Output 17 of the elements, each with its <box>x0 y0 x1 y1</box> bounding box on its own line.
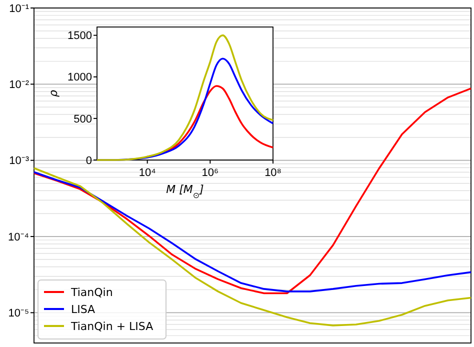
y-tick-label: 1500 <box>68 30 92 42</box>
x-tick-label: 10⁸ <box>264 167 282 179</box>
y-tick-label: 1000 <box>68 72 92 84</box>
x-tick-label: 10⁶ <box>202 167 219 179</box>
x-tick-label: 10⁴ <box>138 167 156 179</box>
legend-label: TianQin <box>70 286 113 299</box>
legend-label: LISA <box>71 302 96 316</box>
x-axis-title: M [M$_{⊙}$] <box>166 183 204 200</box>
y-tick-label: 0 <box>86 154 92 167</box>
y-tick-label: 10⁻⁵ <box>8 308 29 320</box>
y-tick-label: 10⁻³ <box>9 155 30 168</box>
y-tick-label: 10⁻² <box>9 79 30 92</box>
legend-label: TianQin + LISA <box>70 320 154 333</box>
y-tick-label: 500 <box>74 113 92 126</box>
y-axis-title: ρ <box>47 90 60 97</box>
y-tick-label: 10⁻⁴ <box>8 231 30 244</box>
y-tick-label: 10⁻¹ <box>9 2 30 15</box>
